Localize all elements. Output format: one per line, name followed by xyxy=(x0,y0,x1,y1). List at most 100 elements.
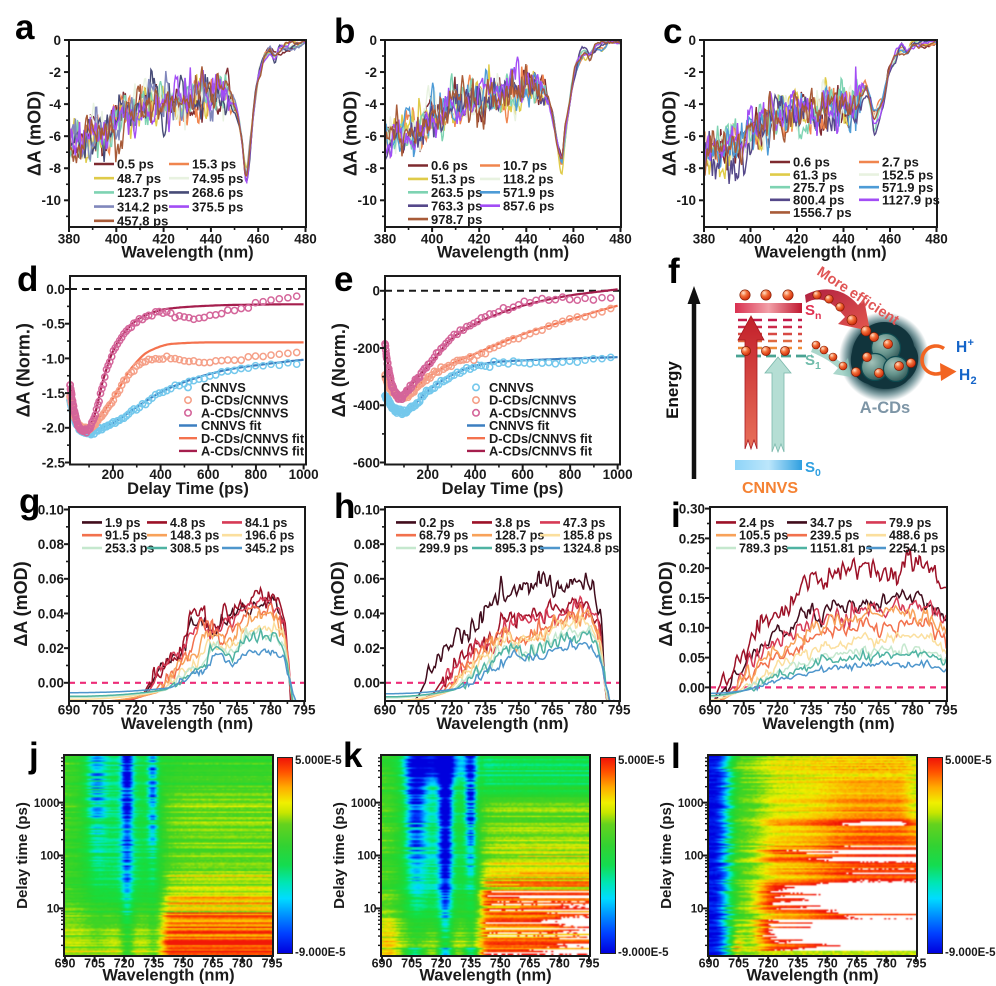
svg-text:720: 720 xyxy=(125,703,148,718)
svg-text:-8: -8 xyxy=(49,161,61,176)
svg-text:Delay time (ps): Delay time (ps) xyxy=(14,802,31,909)
svg-text:268.6 ps: 268.6 ps xyxy=(192,185,243,200)
svg-text:-600: -600 xyxy=(353,455,380,470)
svg-text:0.30: 0.30 xyxy=(679,501,705,516)
svg-text:765: 765 xyxy=(519,957,540,971)
svg-text:800.4 ps: 800.4 ps xyxy=(793,192,844,207)
svg-text:1324.8 ps: 1324.8 ps xyxy=(563,542,619,556)
svg-text:380: 380 xyxy=(693,232,716,247)
svg-text:0.5 ps: 0.5 ps xyxy=(117,157,154,172)
svg-text:488.6 ps: 488.6 ps xyxy=(889,529,938,543)
svg-text:1: 1 xyxy=(815,360,821,372)
svg-text:H: H xyxy=(959,367,970,384)
svg-text:ΔA (mOD): ΔA (mOD) xyxy=(656,561,676,646)
svg-text:0: 0 xyxy=(53,33,61,48)
svg-text:978.7 ps: 978.7 ps xyxy=(431,212,482,227)
svg-text:0.05: 0.05 xyxy=(679,650,706,665)
svg-text:Delay time (ps): Delay time (ps) xyxy=(658,802,675,909)
svg-text:48.7 ps: 48.7 ps xyxy=(117,171,161,186)
svg-text:735: 735 xyxy=(800,703,823,718)
svg-text:457.8 ps: 457.8 ps xyxy=(117,213,168,228)
svg-text:420: 420 xyxy=(152,232,175,247)
svg-text:0.15: 0.15 xyxy=(679,591,706,606)
svg-text:ΔA (mOD): ΔA (mOD) xyxy=(328,561,348,646)
svg-text:380: 380 xyxy=(374,232,397,247)
svg-text:0.6 ps: 0.6 ps xyxy=(431,158,468,173)
svg-text:A-CDs/CNNVS fit: A-CDs/CNNVS fit xyxy=(489,444,593,459)
svg-text:S: S xyxy=(805,352,815,369)
svg-text:600: 600 xyxy=(197,467,220,482)
svg-text:1127.9 ps: 1127.9 ps xyxy=(882,192,940,207)
svg-text:CNNVS: CNNVS xyxy=(742,480,798,497)
svg-text:Wavelength (nm): Wavelength (nm) xyxy=(754,244,886,262)
svg-text:690: 690 xyxy=(55,957,76,971)
svg-text:239.5 ps: 239.5 ps xyxy=(810,529,859,543)
svg-text:0.04: 0.04 xyxy=(38,606,65,621)
svg-text:2: 2 xyxy=(971,375,977,387)
svg-text:800: 800 xyxy=(245,467,268,482)
svg-text:-400: -400 xyxy=(353,398,380,413)
svg-text:571.9 ps: 571.9 ps xyxy=(882,180,933,195)
svg-text:780: 780 xyxy=(574,703,597,718)
svg-text:460: 460 xyxy=(247,232,270,247)
svg-text:0: 0 xyxy=(815,467,821,479)
svg-text:ΔA (Norm.): ΔA (Norm.) xyxy=(14,323,34,417)
svg-text:-1.0: -1.0 xyxy=(42,351,65,366)
svg-text:ΔA (mOD): ΔA (mOD) xyxy=(341,91,361,176)
svg-text:780: 780 xyxy=(259,703,282,718)
svg-text:0: 0 xyxy=(688,33,696,48)
svg-text:763.3 ps: 763.3 ps xyxy=(431,198,482,213)
svg-text:D-CDs/CNNVS fit: D-CDs/CNNVS fit xyxy=(201,431,305,446)
svg-text:-9.000E-5: -9.000E-5 xyxy=(945,947,996,959)
svg-text:0.0: 0.0 xyxy=(46,282,65,297)
svg-text:345.2 ps: 345.2 ps xyxy=(245,542,294,556)
svg-text:-2: -2 xyxy=(365,65,377,80)
svg-text:Wavelength (nm): Wavelength (nm) xyxy=(102,967,234,985)
svg-text:ΔA (mOD): ΔA (mOD) xyxy=(25,91,45,176)
svg-text:0.20: 0.20 xyxy=(679,561,705,576)
svg-text:253.3 ps: 253.3 ps xyxy=(105,542,154,556)
svg-text:795: 795 xyxy=(608,703,631,718)
svg-text:100: 100 xyxy=(40,851,59,863)
svg-text:S: S xyxy=(805,302,815,319)
svg-text:1000: 1000 xyxy=(34,798,60,810)
svg-text:Wavelength (nm): Wavelength (nm) xyxy=(746,967,878,985)
svg-text:84.1 ps: 84.1 ps xyxy=(245,516,287,530)
svg-text:5.000E-5: 5.000E-5 xyxy=(295,755,342,767)
svg-text:200: 200 xyxy=(416,467,439,482)
svg-text:375.5 ps: 375.5 ps xyxy=(192,199,243,214)
svg-text:-9.000E-5: -9.000E-5 xyxy=(618,947,669,959)
svg-text:10: 10 xyxy=(691,904,704,916)
svg-text:795: 795 xyxy=(293,703,316,718)
svg-text:400: 400 xyxy=(739,232,762,247)
svg-text:720: 720 xyxy=(758,957,779,971)
svg-text:795: 795 xyxy=(935,703,958,718)
svg-text:2254.1 ps: 2254.1 ps xyxy=(889,542,945,556)
svg-text:-10: -10 xyxy=(676,193,696,208)
svg-text:D-CDs/CNNVS: D-CDs/CNNVS xyxy=(489,393,577,408)
svg-text:Wavelength (nm): Wavelength (nm) xyxy=(762,715,894,733)
svg-text:118.2 ps: 118.2 ps xyxy=(503,172,554,187)
svg-text:460: 460 xyxy=(879,232,902,247)
svg-text:61.3 ps: 61.3 ps xyxy=(793,167,837,182)
svg-text:480: 480 xyxy=(925,232,948,247)
svg-text:-2: -2 xyxy=(49,65,61,80)
svg-text:705: 705 xyxy=(84,957,105,971)
svg-text:0.06: 0.06 xyxy=(354,572,381,587)
svg-text:-6: -6 xyxy=(684,129,696,144)
svg-text:299.9 ps: 299.9 ps xyxy=(419,542,468,556)
svg-text:148.3 ps: 148.3 ps xyxy=(170,529,219,543)
svg-text:735: 735 xyxy=(787,957,808,971)
svg-text:D-CDs/CNNVS fit: D-CDs/CNNVS fit xyxy=(489,431,593,446)
svg-text:4.8 ps: 4.8 ps xyxy=(170,516,205,530)
svg-text:720: 720 xyxy=(431,957,452,971)
svg-text:780: 780 xyxy=(876,957,897,971)
svg-text:Delay time (ps): Delay time (ps) xyxy=(331,802,348,909)
svg-text:0.00: 0.00 xyxy=(38,676,64,691)
svg-text:400: 400 xyxy=(421,232,444,247)
svg-text:10: 10 xyxy=(47,904,60,916)
svg-text:0.02: 0.02 xyxy=(354,641,380,656)
svg-text:789.3 ps: 789.3 ps xyxy=(739,542,788,556)
svg-text:74.95 ps: 74.95 ps xyxy=(192,171,243,186)
svg-text:A-CDs: A-CDs xyxy=(860,399,910,417)
